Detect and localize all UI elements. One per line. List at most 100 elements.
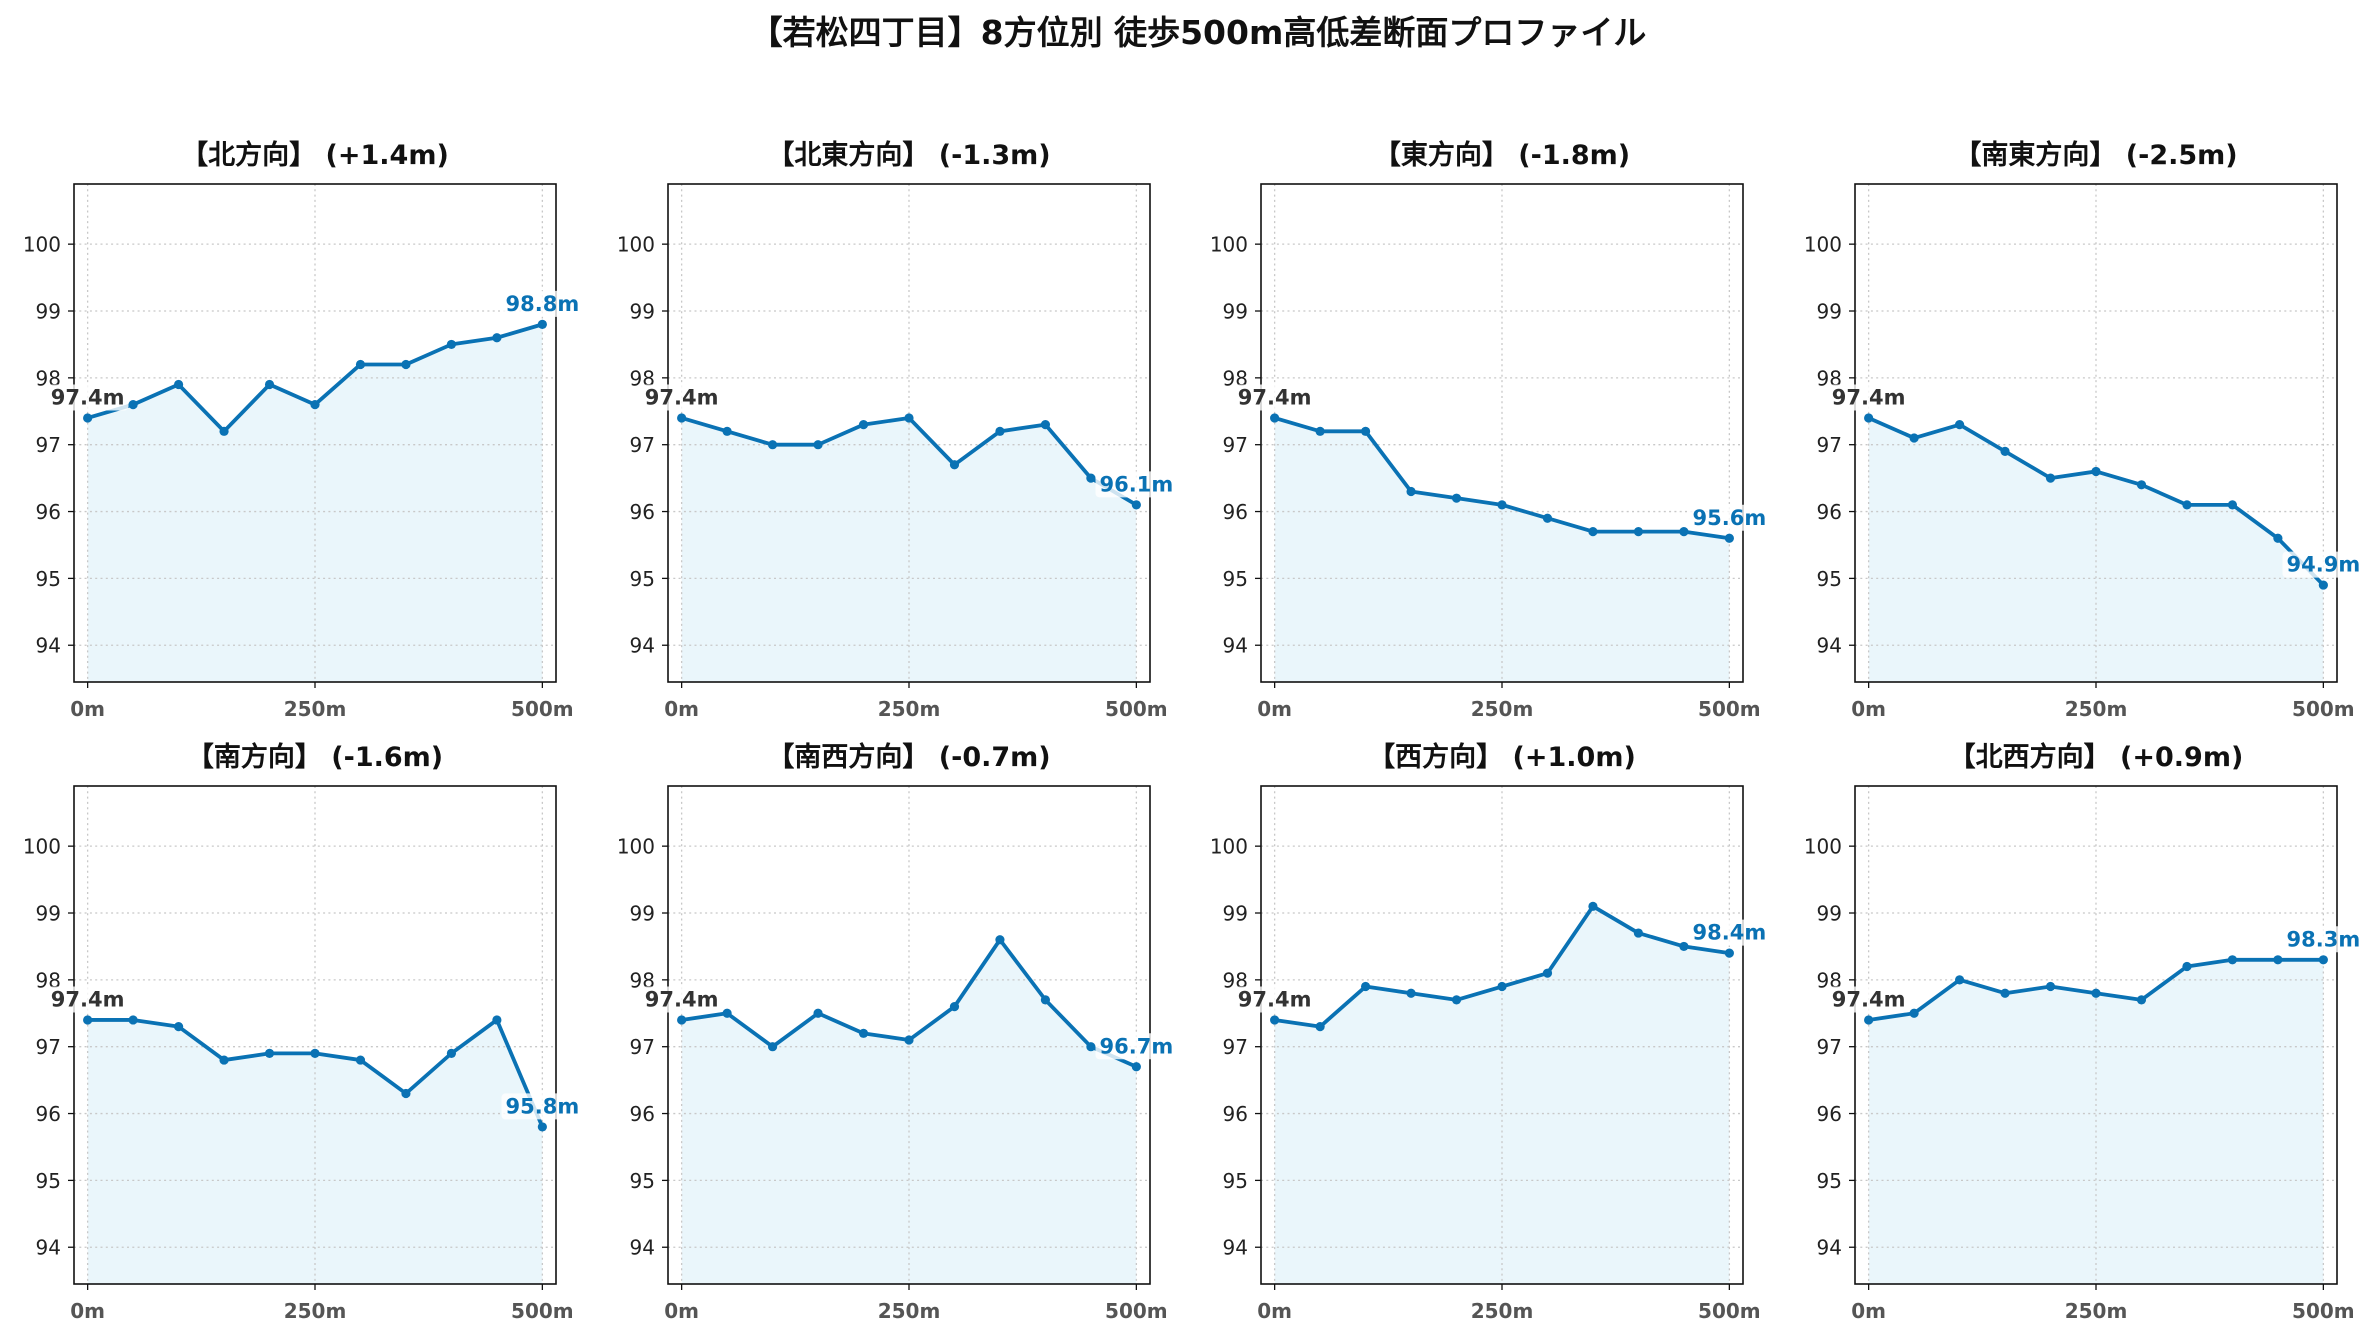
y-tick-label: 96 — [36, 1102, 61, 1126]
data-point — [722, 1008, 732, 1018]
x-tick-label: 0m — [1851, 697, 1886, 721]
x-tick-label: 0m — [1851, 1299, 1886, 1323]
y-tick-label: 97 — [36, 1035, 61, 1059]
y-tick-label: 96 — [36, 500, 61, 524]
y-tick-label: 95 — [1817, 1169, 1842, 1193]
x-tick-label: 250m — [2065, 697, 2128, 721]
data-point — [904, 413, 914, 423]
subplot-title: 【南西方向】 (-0.7m) — [767, 741, 1050, 773]
start-value-label-background — [46, 986, 129, 1013]
subplot-title: 【北方向】 (+1.4m) — [181, 139, 449, 171]
data-point — [128, 399, 138, 410]
data-point — [2045, 981, 2056, 992]
y-tick-label: 97 — [630, 1035, 655, 1059]
data-point — [949, 1001, 960, 1012]
subplot-title: 【北東方向】 (-1.3m) — [767, 139, 1050, 171]
y-tick-label: 97 — [1817, 1035, 1842, 1059]
y-tick-label: 96 — [1223, 500, 1248, 524]
start-value-label-background — [46, 384, 129, 411]
end-value-label: 94.9m — [2287, 553, 2361, 577]
data-point — [401, 359, 411, 370]
y-tick-label: 94 — [36, 1236, 61, 1260]
start-value-label: 97.4m — [51, 385, 125, 409]
start-value-label: 97.4m — [1832, 385, 1906, 409]
data-point — [995, 935, 1005, 945]
y-tick-label: 95 — [1817, 567, 1842, 591]
start-value-label-background — [1827, 384, 1910, 411]
data-point — [1270, 413, 1280, 423]
y-tick-label: 94 — [1817, 634, 1842, 658]
end-value-label: 98.4m — [1693, 921, 1767, 945]
y-tick-label: 96 — [1817, 500, 1842, 524]
end-value-label-background — [501, 1093, 584, 1120]
data-point — [446, 1048, 457, 1058]
y-tick-label: 99 — [36, 300, 61, 324]
data-point — [1954, 420, 1965, 430]
data-point — [1864, 1015, 1874, 1025]
x-tick-label: 250m — [878, 697, 941, 721]
data-point — [219, 1055, 229, 1065]
y-tick-label: 99 — [630, 902, 655, 926]
data-point — [446, 339, 457, 350]
data-point — [1497, 981, 1507, 992]
start-value-label: 97.4m — [1238, 385, 1312, 409]
data-point — [2273, 955, 2283, 965]
x-tick-label: 500m — [2292, 697, 2355, 721]
data-point — [355, 359, 366, 370]
data-point — [2136, 995, 2147, 1005]
data-point — [1909, 1008, 1919, 1018]
y-tick-label: 97 — [1817, 433, 1842, 457]
x-tick-label: 250m — [284, 697, 347, 721]
data-point — [995, 426, 1005, 436]
y-tick-label: 99 — [1817, 300, 1842, 324]
y-tick-label: 95 — [630, 567, 655, 591]
data-point — [1451, 995, 1462, 1005]
start-value-label: 97.4m — [1238, 987, 1312, 1011]
start-value-label: 97.4m — [51, 987, 125, 1011]
data-point — [537, 1122, 547, 1132]
y-tick-label: 100 — [1210, 233, 1248, 257]
data-point — [1497, 500, 1507, 510]
y-tick-label: 97 — [1223, 1035, 1248, 1059]
y-tick-label: 94 — [630, 1236, 655, 1260]
data-point — [1588, 901, 1598, 911]
end-value-label-background — [1095, 1033, 1178, 1060]
data-point — [1633, 526, 1644, 537]
x-tick-label: 500m — [1698, 1299, 1761, 1323]
data-point — [1131, 500, 1141, 510]
data-point — [1360, 426, 1371, 436]
data-point — [2045, 473, 2056, 483]
start-value-label: 97.4m — [645, 385, 719, 409]
y-tick-label: 97 — [1223, 433, 1248, 457]
data-point — [813, 1008, 823, 1018]
data-point — [2091, 988, 2101, 998]
subplot-title: 【北西方向】 (+0.9m) — [1949, 741, 2244, 773]
data-point — [264, 1048, 275, 1058]
start-value-label-background — [1827, 986, 1910, 1013]
data-point — [83, 1015, 93, 1025]
y-tick-label: 100 — [1210, 835, 1248, 859]
end-value-label-background — [1688, 919, 1771, 946]
data-point — [1040, 420, 1051, 430]
x-tick-label: 500m — [511, 1299, 574, 1323]
x-tick-label: 0m — [1257, 1299, 1292, 1323]
data-point — [1040, 995, 1051, 1005]
y-tick-label: 100 — [1804, 835, 1842, 859]
data-point — [1360, 981, 1371, 992]
data-point — [355, 1055, 366, 1065]
end-value-label: 96.1m — [1100, 472, 1174, 496]
data-point — [1451, 493, 1462, 503]
data-point — [1542, 513, 1553, 523]
data-point — [1315, 426, 1325, 436]
x-tick-label: 250m — [2065, 1299, 2128, 1323]
data-point — [310, 399, 320, 410]
data-point — [1633, 928, 1644, 938]
data-point — [677, 1015, 687, 1025]
data-point — [2318, 580, 2328, 590]
y-tick-label: 95 — [630, 1169, 655, 1193]
